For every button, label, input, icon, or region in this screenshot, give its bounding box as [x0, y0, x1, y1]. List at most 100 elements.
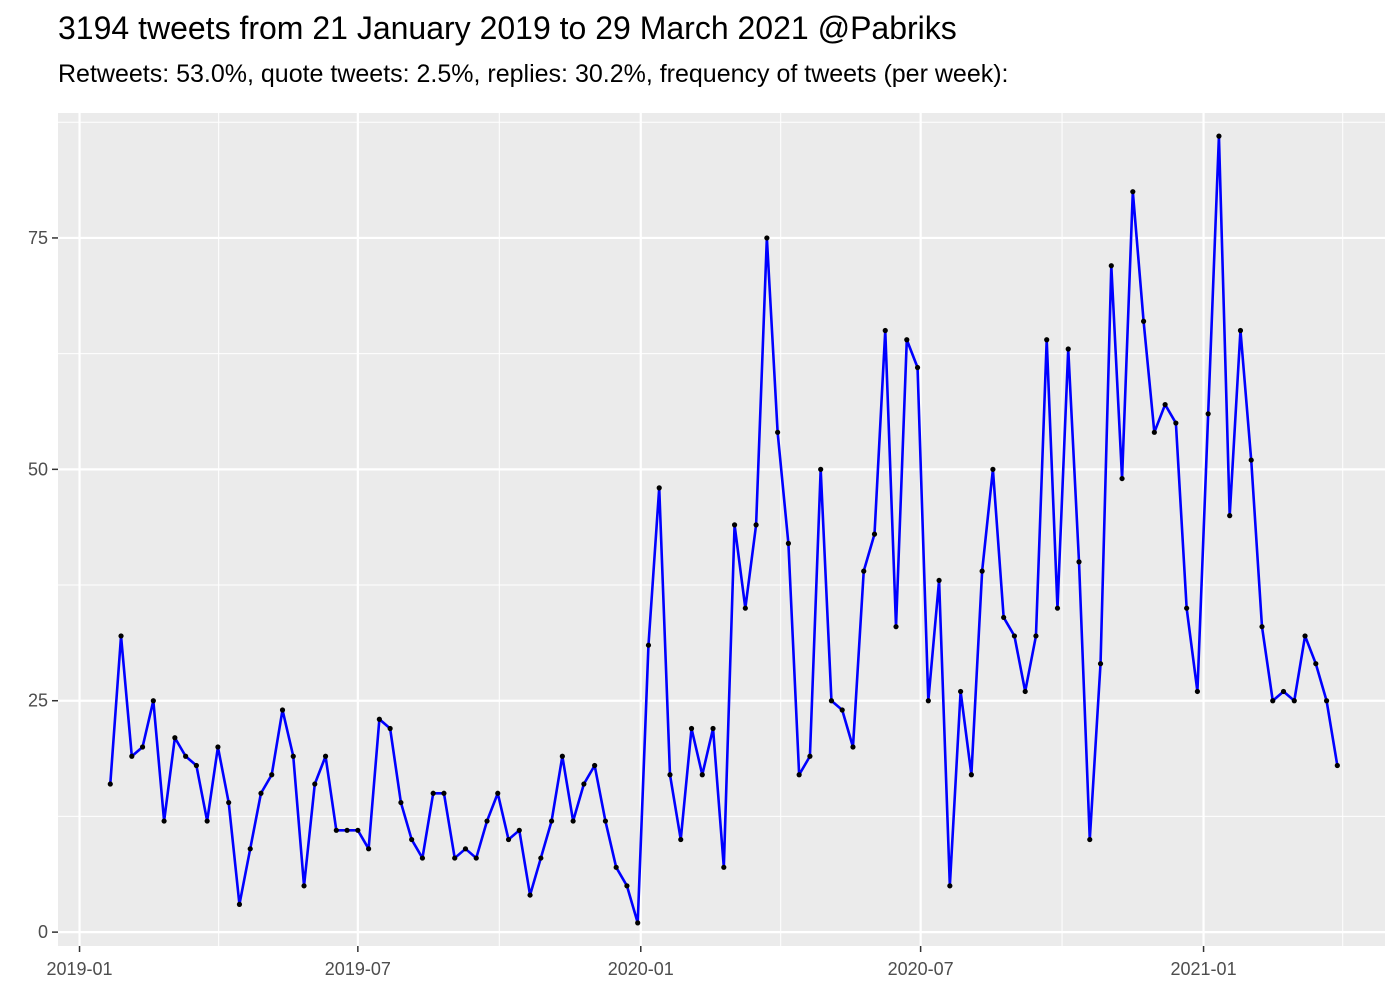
data-point: [473, 855, 479, 861]
data-point: [1270, 698, 1276, 704]
data-point: [409, 836, 415, 843]
data-point: [183, 753, 189, 759]
data-point: [850, 744, 856, 750]
data-point: [1227, 513, 1233, 519]
x-tick-label: 2019-01: [46, 959, 112, 979]
data-point: [1119, 475, 1125, 482]
data-point: [592, 762, 598, 769]
data-point: [538, 855, 544, 861]
data-point: [1011, 633, 1018, 639]
chart-subtitle: Retweets: 53.0%, quote tweets: 2.5%, rep…: [58, 60, 1009, 88]
data-point: [559, 753, 565, 759]
data-point: [548, 818, 555, 824]
data-point: [775, 429, 781, 435]
data-point: [925, 698, 931, 704]
data-point: [699, 772, 705, 778]
data-point: [602, 818, 609, 824]
data-point: [861, 568, 867, 574]
data-point: [139, 744, 146, 750]
y-tick-label: 0: [38, 922, 48, 942]
data-point: [355, 827, 361, 833]
data-point: [710, 725, 716, 732]
data-point: [333, 827, 339, 833]
data-point: [452, 855, 458, 861]
data-point: [1280, 688, 1287, 695]
chart-title: 3194 tweets from 21 January 2019 to 29 M…: [58, 10, 957, 46]
data-point: [312, 781, 318, 787]
data-point: [322, 753, 329, 759]
x-tick-label: 2020-01: [608, 959, 674, 979]
data-point: [1140, 318, 1147, 324]
data-point: [1194, 688, 1201, 695]
data-point: [839, 707, 845, 713]
data-point: [1248, 457, 1254, 463]
data-point: [742, 605, 748, 611]
data-point: [419, 855, 426, 861]
data-point: [1130, 189, 1136, 195]
data-point: [226, 799, 232, 806]
data-point: [1237, 327, 1244, 334]
data-point: [990, 466, 996, 472]
data-point: [764, 235, 770, 241]
panel-background: [58, 113, 1385, 946]
data-point: [1151, 429, 1157, 435]
data-point: [1022, 688, 1028, 695]
data-point: [807, 753, 813, 759]
data-point: [581, 781, 587, 787]
data-point: [818, 466, 824, 472]
data-point: [893, 624, 899, 630]
data-point: [258, 790, 264, 796]
data-point: [1184, 605, 1190, 611]
y-tick-label: 75: [28, 228, 48, 248]
data-point: [118, 633, 124, 639]
data-point: [871, 531, 878, 537]
data-point: [516, 827, 522, 833]
data-point: [505, 836, 512, 843]
data-point: [204, 818, 210, 824]
data-point: [430, 790, 436, 796]
x-tick-label: 2020-07: [888, 959, 954, 979]
data-point: [398, 799, 404, 806]
data-point: [624, 883, 630, 889]
data-point: [344, 827, 350, 833]
data-point: [1216, 133, 1222, 139]
data-point: [495, 790, 501, 796]
data-point: [279, 707, 286, 713]
data-point: [1044, 337, 1050, 343]
data-point: [613, 864, 619, 870]
data-point: [828, 698, 835, 704]
data-point: [193, 762, 199, 769]
data-point: [236, 901, 243, 907]
x-tick-label: 2021-01: [1171, 959, 1237, 979]
data-point: [785, 540, 791, 546]
data-point: [968, 772, 974, 778]
x-tick-label: 2019-07: [325, 959, 391, 979]
data-point: [1323, 698, 1330, 704]
data-point: [1334, 762, 1340, 769]
data-point: [1302, 633, 1308, 639]
data-point: [484, 818, 490, 824]
data-point: [129, 753, 135, 759]
data-point: [635, 920, 641, 926]
y-tick-label: 25: [28, 691, 48, 711]
data-point: [1065, 346, 1071, 352]
data-point: [753, 522, 759, 528]
data-point: [376, 716, 382, 722]
data-point: [882, 327, 888, 334]
data-point: [667, 772, 673, 778]
data-point: [958, 688, 964, 695]
data-point: [979, 568, 985, 574]
data-point: [150, 698, 156, 704]
data-point: [936, 577, 942, 584]
data-point: [731, 522, 738, 528]
data-point: [269, 772, 275, 778]
data-point: [947, 883, 953, 889]
data-point: [215, 744, 221, 750]
data-point: [796, 772, 802, 778]
data-point: [656, 485, 662, 491]
data-point: [290, 753, 296, 759]
data-point: [688, 725, 695, 732]
data-point: [1313, 661, 1319, 667]
data-point: [527, 892, 533, 898]
